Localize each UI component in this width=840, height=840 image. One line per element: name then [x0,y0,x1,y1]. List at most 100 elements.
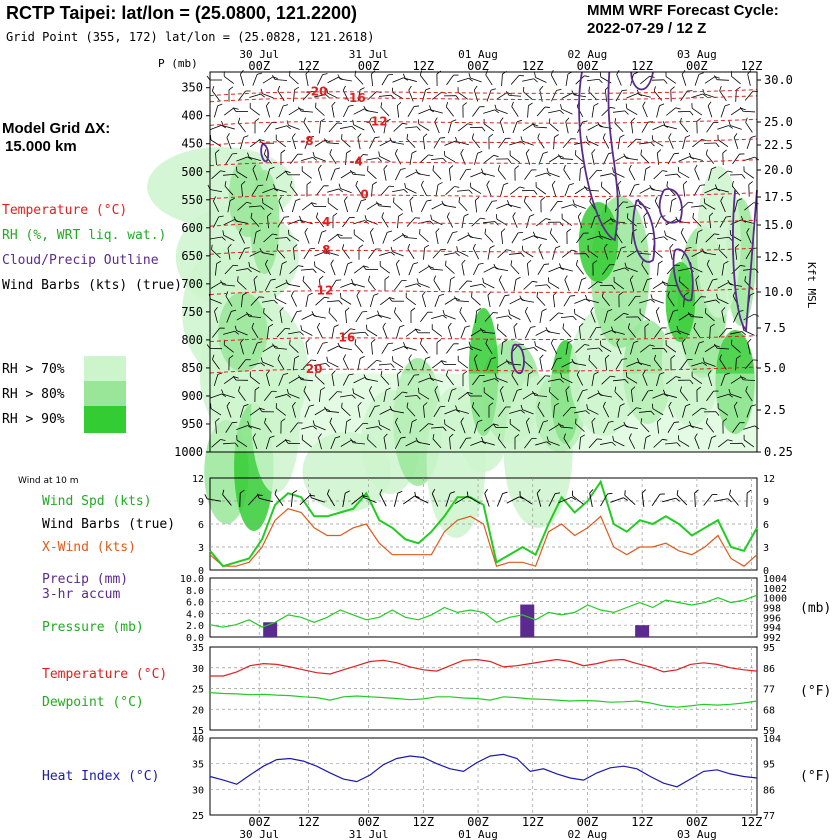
wind-barb-flag [536,291,539,297]
wind-barb-flag [593,102,599,107]
wind-barb [719,354,727,370]
wind-barb-staff [548,281,560,289]
wind-barb-flag [340,293,342,299]
wind-barb [366,157,382,162]
wind-barb-flag [560,372,563,378]
wind-barb-staff [614,391,624,401]
wind-barb [695,275,700,292]
wind-barb-flag [707,101,712,107]
surface-wind-barb [662,497,680,503]
wind-barb-flag [414,217,421,219]
wind-barb-flag [428,264,432,270]
wind-barb-staff [655,216,661,228]
wind-barb [238,247,250,260]
wind-barb-staff [578,326,582,339]
wind-barb-staff [432,438,442,449]
wind-barb [643,212,648,229]
wind-barb-staff [366,202,378,210]
wind-barb [459,168,472,181]
wind-barb-flag [621,89,628,92]
wind-barb-flag [510,260,513,266]
y2-tick-label: 992 [763,633,781,644]
wind-barb [383,118,391,134]
surface-wind-barb [600,492,613,507]
wind-barb [290,180,298,196]
wind-barb-flag [302,275,305,282]
wind-barb [275,170,291,179]
wind-barb-flag [647,121,654,123]
wind-barb [329,149,337,165]
surface-wind-barb-staff [714,498,728,502]
hour-label-top: 00Z [686,59,708,73]
wind-barb-staff [225,295,233,307]
wind-barb-flag [350,328,356,331]
wind-barb [249,371,260,385]
wind-barb-flag [385,118,391,122]
wind-barb-staff [564,279,570,292]
wind-barb-flag [680,228,684,233]
wind-barb-staff [211,439,221,448]
wind-barb-staff [354,75,364,85]
wind-barb-flag [605,354,610,359]
wind-barb-flag [428,154,434,157]
wind-barb-staff [617,405,621,418]
wind-barb [696,117,701,134]
wind-barb [210,236,226,241]
wind-barb [276,244,286,259]
wind-barb-staff [524,438,532,449]
wind-barb-staff [470,283,482,287]
wind-barb-flag [636,407,642,409]
wind-barb-staff [343,200,349,213]
wind-barb [376,201,392,208]
wind-barb-flag [530,326,536,328]
wind-barb-flag [290,180,293,186]
wind-barb-flag [237,276,239,282]
wind-barb-flag [301,166,303,172]
wind-barb-flag [630,117,636,122]
wind-barb [610,326,625,335]
wind-barb [716,293,729,305]
surface-wind-barb [484,488,490,507]
wind-barb-flag [628,164,632,170]
wind-barb-flag [266,370,270,375]
wind-barb-staff [459,169,467,181]
wind-barb [562,323,572,338]
wind-barb [484,154,499,164]
wind-barb-staff [718,328,728,338]
wind-barb [275,403,286,416]
wind-barb [354,154,369,164]
wind-barb-staff [262,202,274,210]
wind-barb [430,426,447,432]
wind-barb-flag [583,232,589,234]
surface-wind-barb-staff [484,493,490,507]
wind-barb [548,378,564,383]
wind-barb [262,76,278,84]
temperature-line [210,658,758,677]
wind-barb [355,311,368,323]
wind-barb [640,418,650,433]
wind-barb-flag [695,275,700,280]
wind-barb [471,292,481,306]
wind-barb [666,107,681,116]
wind-barb-flag [393,197,395,203]
wind-barb-staff [300,110,314,113]
wind-barb-staff [551,184,557,197]
wind-barb-flag [515,276,521,280]
wind-barb [694,164,700,181]
wind-barb [536,106,550,117]
wind-barb [446,343,459,354]
wind-barb-staff [457,77,469,83]
wind-barb-staff [404,126,418,129]
wind-barb-flag [668,401,672,407]
wind-barb-staff [215,421,217,434]
surface-wind-barb [326,489,335,507]
wind-barb-staff [535,236,547,240]
wind-barb-flag [272,75,276,80]
height-tick-label: 15.0 [764,218,793,232]
wind-barb-staff [433,137,441,149]
wind-barb-staff [211,170,221,180]
wind-barb [260,357,274,368]
wind-barb-flag [651,403,654,409]
pressure-tick-label: 400 [181,109,203,123]
wind-barb [512,119,522,134]
